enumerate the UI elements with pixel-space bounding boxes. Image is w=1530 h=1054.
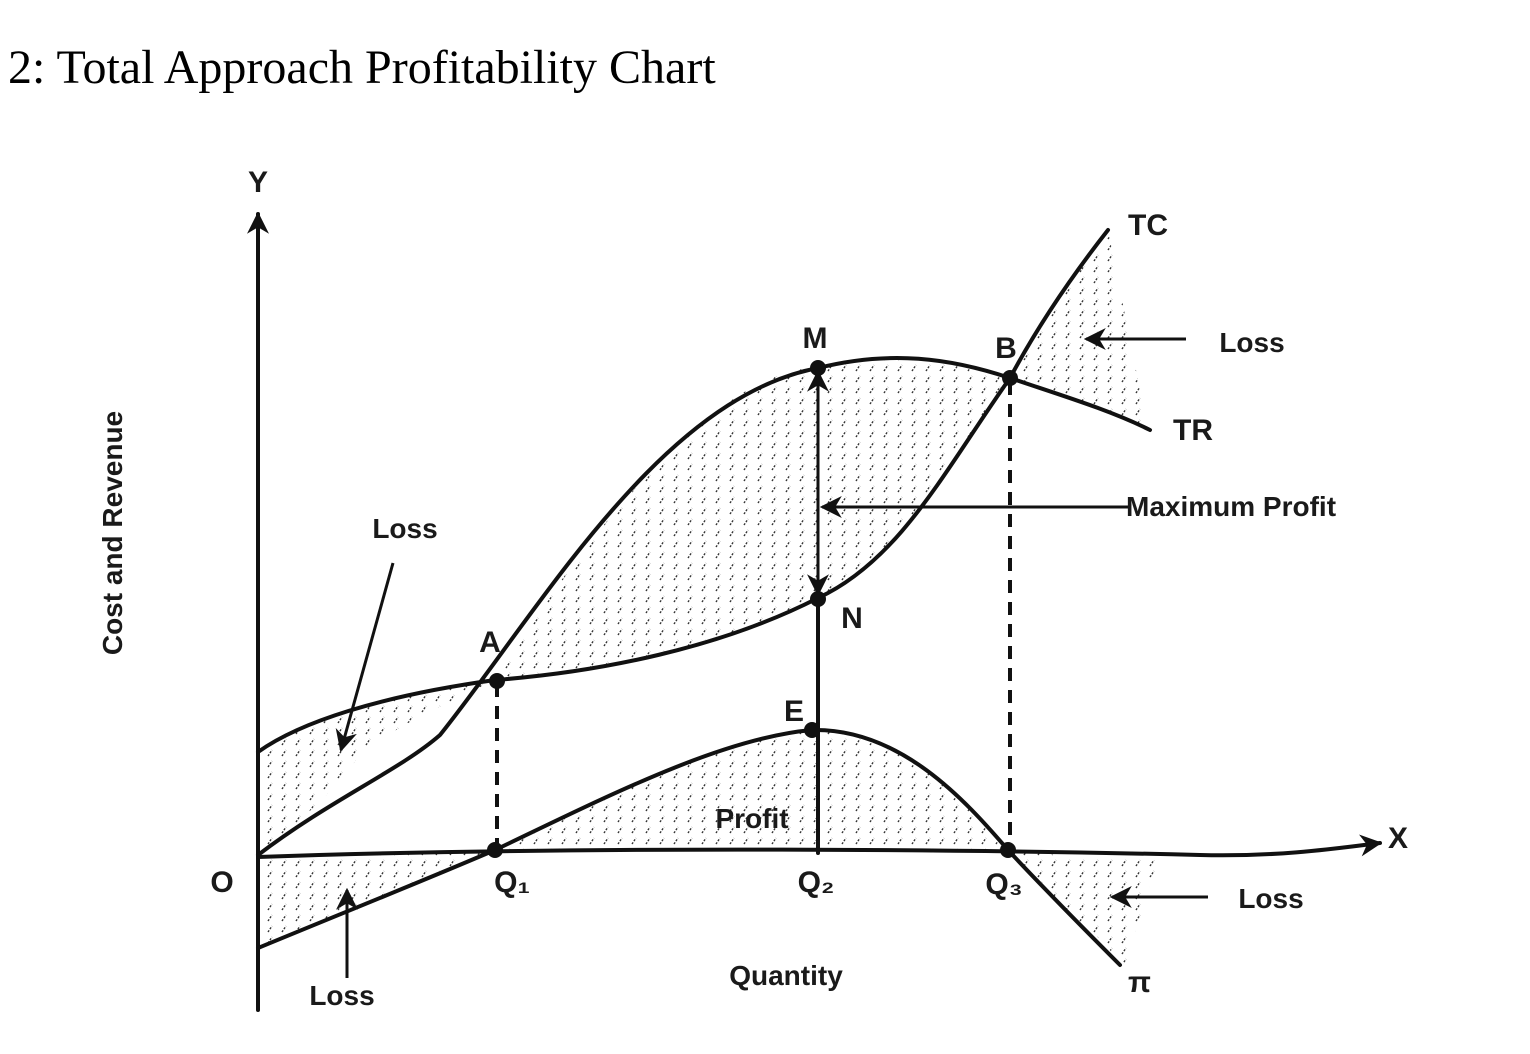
point-n-label: N xyxy=(841,602,863,635)
tc-label: TC xyxy=(1128,209,1168,242)
profit-curve xyxy=(256,727,1122,967)
profit-curve-label: π xyxy=(1128,966,1151,999)
point-m-label: M xyxy=(803,322,828,355)
loss-upper-right-label: Loss xyxy=(1219,327,1284,358)
q1-label: Q₁ xyxy=(494,866,530,899)
y-axis-symbol: Y xyxy=(248,166,268,199)
y-axis-title: Cost and Revenue xyxy=(97,411,128,655)
profit-region-lower xyxy=(495,730,1008,850)
profit-label: Profit xyxy=(715,803,788,834)
point-m-dot xyxy=(810,360,826,376)
labels: Y X O Cost and Revenue Quantity TC TR π … xyxy=(97,166,1408,1011)
point-b-label: B xyxy=(995,332,1017,365)
q2-label: Q₂ xyxy=(798,866,835,899)
point-q1-dot xyxy=(487,842,503,858)
point-e-dot xyxy=(804,722,820,738)
loss-region-lower-right xyxy=(1008,850,1158,965)
point-a-dot xyxy=(489,673,505,689)
q3-label: Q₃ xyxy=(985,868,1022,901)
dashed-guides xyxy=(495,382,1012,850)
tr-label: TR xyxy=(1173,414,1213,447)
tr-curve xyxy=(256,355,1152,857)
annotation-arrows xyxy=(335,328,1208,978)
maximum-profit-label: Maximum Profit xyxy=(1126,491,1336,522)
loss-lower-right-label: Loss xyxy=(1238,883,1303,914)
point-n-dot xyxy=(810,591,826,607)
x-axis-title: Quantity xyxy=(729,960,843,991)
page-title: 2: Total Approach Profitability Chart xyxy=(8,41,716,94)
point-a-label: A xyxy=(479,626,501,659)
x-axis-symbol: X xyxy=(1388,822,1408,855)
loss-lower-left-label: Loss xyxy=(309,980,374,1011)
loss-upper-left-label: Loss xyxy=(372,513,437,544)
intersection-points xyxy=(487,360,1018,858)
loss-upper-left-arrow xyxy=(335,562,395,753)
point-e-label: E xyxy=(784,695,804,728)
point-b-dot xyxy=(1002,370,1018,386)
loss-region-upper-right xyxy=(1010,230,1148,430)
curves xyxy=(256,228,1152,967)
point-q3-dot xyxy=(1000,842,1016,858)
profit-region-upper xyxy=(495,358,1010,680)
origin-label: O xyxy=(210,866,233,899)
tc-curve xyxy=(256,228,1110,754)
loss-region-lower-left xyxy=(258,850,495,948)
